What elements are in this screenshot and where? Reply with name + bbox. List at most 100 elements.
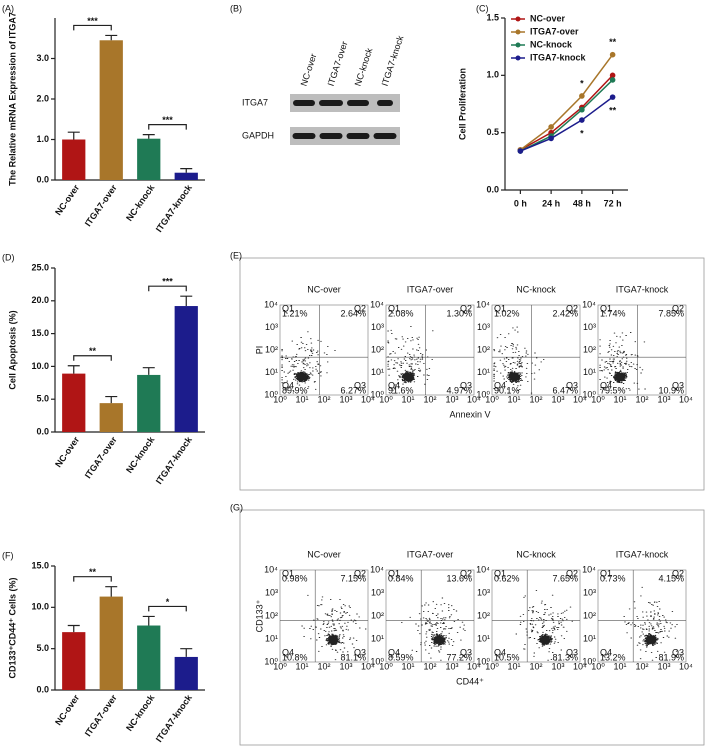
blot-band (373, 133, 397, 139)
panel-label: (B) (230, 3, 242, 13)
error-bar (180, 295, 193, 307)
quadrant-value: 2.08% (388, 308, 414, 318)
legend-marker (515, 16, 521, 22)
quadrant-value: 13.6% (446, 573, 472, 583)
flow-events (301, 594, 367, 661)
legend-label: ITGA7-knock (530, 52, 587, 62)
flow-y-tick: 10¹ (583, 633, 596, 643)
flow-plot (279, 304, 369, 396)
quadrant-name: Q3 (672, 380, 684, 390)
quadrant-gate (492, 570, 580, 662)
point (609, 72, 616, 79)
flow-x-tick: 10³ (657, 394, 670, 404)
y-tick-label: 3.0 (36, 53, 49, 63)
y-tick-label: 0.5 (486, 127, 499, 137)
quadrant-name: Q3 (460, 380, 472, 390)
flow-x-tick: 10⁰ (379, 661, 393, 671)
blot-band (319, 100, 343, 106)
quadrant-gate (280, 570, 368, 662)
quadrant-name: Q3 (566, 380, 578, 390)
quadrant-name: Q1 (282, 568, 294, 578)
blot-band (292, 133, 316, 139)
flow-x-tick: 10¹ (401, 661, 414, 671)
flow-x-tick: 10³ (445, 394, 458, 404)
flow-y-tick: 10⁴ (370, 564, 384, 574)
y-tick-label: 20.0 (31, 295, 49, 305)
bar (62, 373, 86, 432)
legend-marker (515, 29, 521, 35)
bar (174, 172, 198, 180)
quadrant-value: 10.9% (658, 385, 684, 395)
point (609, 51, 616, 58)
significance-label: *** (162, 277, 173, 287)
flow-x-tick: 10⁴ (679, 661, 693, 671)
flow-plot (597, 304, 687, 396)
flow-x-tick: 10² (423, 661, 436, 671)
quadrant-name: Q2 (566, 568, 578, 578)
bar (174, 306, 198, 432)
y-tick-label: 2.0 (36, 93, 49, 103)
flow-title: ITGA7-knock (616, 284, 669, 294)
quadrant-name: Q1 (388, 568, 400, 578)
blot-band (347, 100, 369, 106)
quadrant-value: 1.02% (494, 308, 520, 318)
flow-y-tick: 10³ (583, 322, 596, 332)
flow-events (387, 326, 434, 394)
flow-y-tick: 10⁰ (370, 389, 384, 399)
row-label: GAPDH (242, 130, 274, 140)
panel-label: (C) (476, 3, 489, 13)
quadrant-value: 6.27% (340, 385, 366, 395)
significance-label: ** (89, 346, 97, 356)
quadrant-gate (598, 305, 686, 395)
y-tick-label: 5.0 (36, 643, 49, 653)
quadrant-name: Q3 (460, 647, 472, 657)
quadrant-value: 1.74% (600, 308, 626, 318)
error-bar (67, 365, 80, 374)
quadrant-name: Q4 (600, 380, 612, 390)
flow-title: ITGA7-over (407, 284, 454, 294)
quadrant-value: 10.5% (494, 652, 520, 662)
error-bar (105, 34, 118, 41)
flow-y-tick: 10⁰ (264, 656, 278, 666)
quadrant-name: Q1 (494, 568, 506, 578)
significance-label: * (166, 597, 170, 607)
bar (62, 139, 86, 180)
flow-y-tick: 10¹ (265, 633, 278, 643)
quadrant-name: Q1 (388, 303, 400, 313)
flow-x-tick: 10³ (657, 661, 670, 671)
flow-y-tick: 10² (477, 610, 490, 620)
flow-x-tick: 10⁴ (361, 661, 375, 671)
significance-label: ** (609, 105, 617, 115)
quadrant-gate (598, 570, 686, 662)
flow-y-tick: 10⁴ (582, 564, 596, 574)
flow-x-tick: 10⁴ (467, 394, 481, 404)
significance-bracket (73, 355, 112, 361)
y-tick-label: 10.0 (31, 602, 49, 612)
blot-band (377, 100, 393, 106)
y-tick-label: 5.0 (36, 394, 49, 404)
flow-y-tick: 10⁴ (370, 299, 384, 309)
quadrant-value: 77.2% (446, 652, 472, 662)
flow-y-tick: 10⁴ (476, 564, 490, 574)
flow-y-tick: 10² (265, 344, 278, 354)
series-line (520, 79, 614, 152)
quadrant-value: 0.98% (282, 573, 308, 583)
quadrant-value: 79.5% (600, 385, 626, 395)
flow-plot (279, 569, 369, 663)
blot-band (319, 133, 343, 139)
flow-x-tick: 10² (529, 661, 542, 671)
panel-label: (G) (230, 502, 243, 512)
flow-x-tick: 10¹ (507, 661, 520, 671)
error-bar (180, 648, 193, 657)
flow-y-tick: 10³ (583, 587, 596, 597)
flow-x-tick: 10² (635, 394, 648, 404)
flow-events (515, 589, 574, 661)
series-line (520, 74, 614, 151)
flow-y-tick: 10¹ (477, 633, 490, 643)
blot-strip (290, 127, 400, 145)
flow-x-tick: 10² (529, 394, 542, 404)
quadrant-value: 90.1% (494, 385, 520, 395)
flow-y-tick: 10³ (265, 587, 278, 597)
quadrant-value: 89.9% (282, 385, 308, 395)
quadrant-value: 0.84% (388, 573, 414, 583)
